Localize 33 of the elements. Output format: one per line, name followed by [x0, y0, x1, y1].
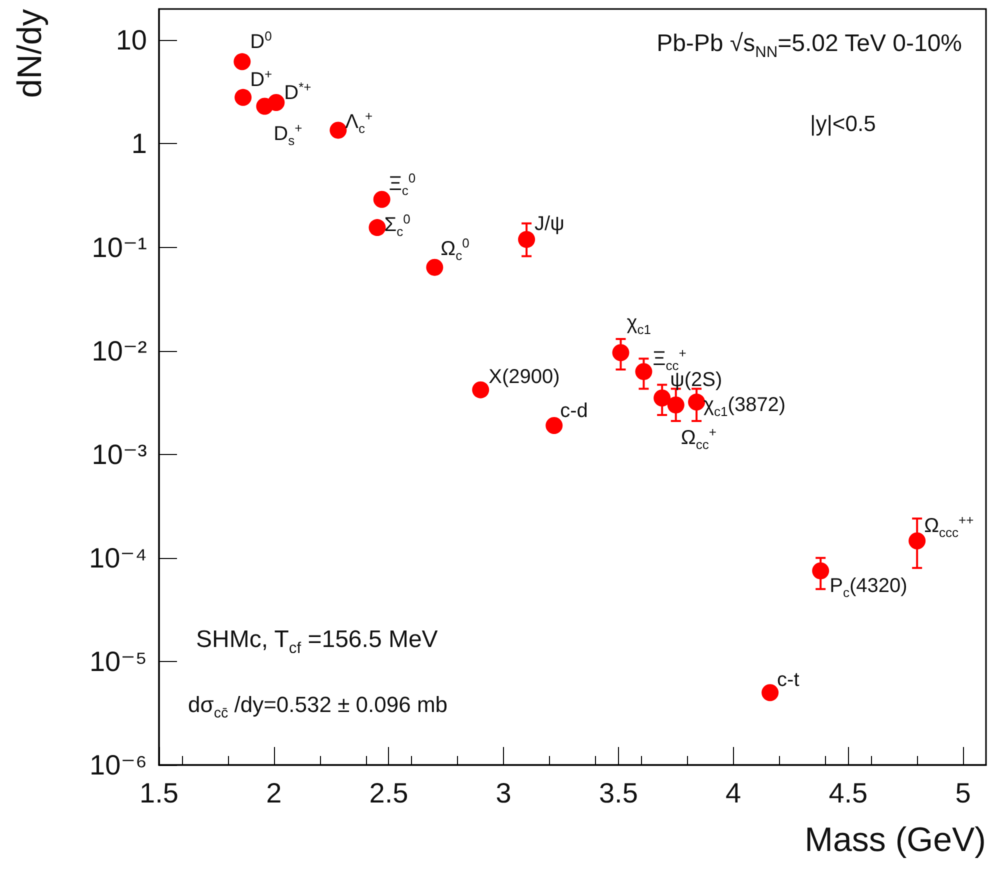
y-tick-label: 10⁻¹ — [92, 232, 147, 263]
annotation: |y|<0.5 — [810, 111, 876, 136]
x-tick-label: 3.5 — [598, 778, 638, 808]
x-tick-label: 5 — [955, 778, 971, 808]
y-axis-title: dN/dy — [11, 9, 49, 98]
x-tick-label: 2 — [266, 778, 282, 808]
annotation: P$_{c}$(4320) — [830, 574, 908, 600]
annotation: SHMc, T$_{cf}$ =156.5 MeV — [196, 626, 438, 657]
y-tick-label: 10 — [116, 24, 147, 56]
annotation: Pb-Pb √s$_{NN}$=5.02 TeV 0-10% — [656, 30, 962, 61]
annotation: D$^{0}$ — [250, 28, 272, 53]
x-tick-label: 1.5 — [140, 778, 178, 808]
y-tick-label: 10⁻² — [92, 335, 147, 366]
x-tick-label: 4 — [726, 778, 742, 808]
y-tick-label: 10⁻⁶ — [90, 750, 147, 780]
annotation: c-t — [777, 668, 800, 691]
annotation: J/ψ — [534, 213, 564, 236]
y-tick-label: 10⁻⁵ — [89, 646, 147, 677]
annotation: D$^{*+}$ — [284, 78, 312, 104]
x-tick-label: 4.5 — [828, 778, 868, 808]
x-tick-label: 2.5 — [369, 778, 408, 808]
annotation: dσ$_{cc̄}$ /dy=0.532 ± 0.096 mb — [188, 692, 448, 722]
annotation: c-d — [560, 400, 588, 422]
y-tick-label: 10⁻⁴ — [89, 542, 147, 574]
annotation: χ$_{c1}$(3872) — [704, 394, 786, 420]
y-tick-label: 10⁻³ — [92, 438, 147, 470]
annotation: ψ(2S) — [670, 369, 722, 392]
x-axis-title: Mass (GeV) — [804, 821, 986, 859]
annotation: X(2900) — [488, 366, 560, 388]
y-tick-label: 1 — [131, 128, 147, 160]
annotation: D$^{+}$ — [250, 66, 272, 92]
x-tick-label: 3 — [496, 778, 512, 808]
annotation: χ$_{c1}$ — [626, 312, 651, 337]
